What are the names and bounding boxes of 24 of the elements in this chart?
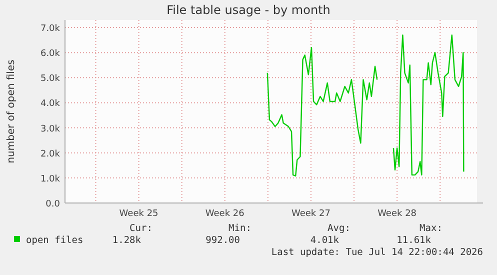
x-tick-label: Week 28	[378, 209, 417, 219]
y-axis-title: number of open files	[6, 60, 17, 164]
y-tick-label: 3.0k	[40, 124, 61, 134]
y-tick-label: 6.0k	[40, 49, 61, 60]
y-tick-label: 2.0k	[40, 149, 61, 160]
text: Cur:	[130, 223, 152, 234]
text: Last update: Tue Jul 14 22:00:44 2026	[271, 247, 484, 258]
y-tick-label: 0.0	[46, 200, 60, 210]
text: 11.61k	[396, 235, 432, 246]
x-tick-label: Week 27	[291, 209, 330, 219]
y-tick-label: 7.0k	[40, 24, 61, 34]
chart-title: File table usage - by month	[166, 3, 330, 17]
text: Min:	[228, 223, 252, 234]
text: Max:	[420, 223, 442, 234]
text: 1.28k	[112, 235, 142, 246]
text: 992.00	[206, 235, 240, 246]
y-tick-label: 1.0k	[40, 174, 61, 184]
legend-label: open files	[26, 235, 84, 246]
text: 4.01k	[310, 235, 340, 246]
text: Avg:	[328, 223, 350, 234]
y-tick-label: 4.0k	[40, 99, 61, 110]
y-tick-label: 5.0k	[40, 74, 61, 84]
x-tick-label: Week 25	[119, 209, 158, 219]
x-tick-label: Week 26	[205, 209, 245, 219]
